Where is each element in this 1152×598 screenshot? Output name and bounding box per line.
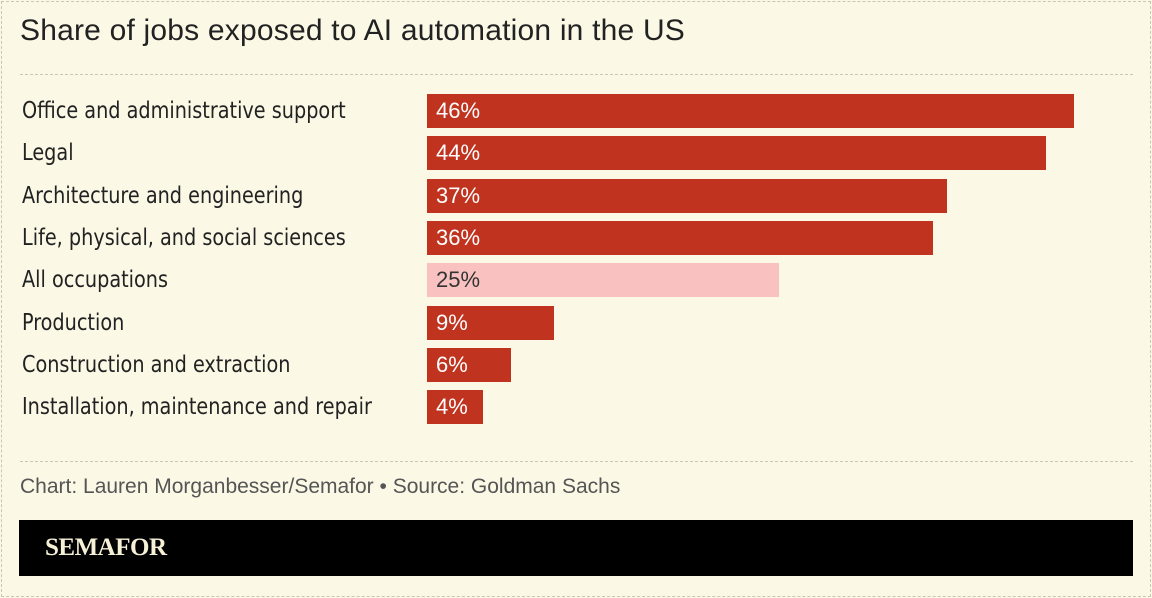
- data-label: 44%: [436, 140, 481, 166]
- data-label: 36%: [436, 224, 481, 250]
- divider: [20, 74, 1133, 75]
- brand-banner: SEMAFOR: [19, 520, 1133, 576]
- category-label: Architecture and engineering: [22, 182, 304, 209]
- data-label: 37%: [436, 182, 481, 208]
- category-label: Life, physical, and social sciences: [22, 224, 346, 251]
- data-label: 6%: [436, 351, 468, 377]
- bar: [427, 94, 1074, 128]
- bar: [427, 305, 554, 340]
- category-label: Installation, maintenance and repair: [22, 394, 372, 421]
- category-label: Legal: [22, 140, 74, 167]
- bar: [427, 178, 948, 213]
- bar: [427, 263, 779, 298]
- data-label: 25%: [436, 267, 481, 293]
- data-label: 9%: [436, 309, 468, 335]
- chart-title: Share of jobs exposed to AI automation i…: [20, 14, 686, 47]
- category-label: Production: [22, 309, 125, 336]
- bar: [427, 347, 512, 382]
- bar: [427, 220, 934, 255]
- divider: [20, 461, 1133, 462]
- data-label: 4%: [436, 394, 468, 420]
- bar: [427, 390, 484, 425]
- data-label: 46%: [436, 98, 481, 123]
- credit-line: Chart: Lauren Morganbesser/Semafor • Sou…: [20, 475, 621, 498]
- semafor-logo: SEMAFOR: [45, 534, 167, 561]
- bar: [427, 136, 1046, 171]
- category-label: Construction and extraction: [22, 351, 291, 378]
- category-label: All occupations: [22, 267, 168, 294]
- category-label: Office and administrative support: [22, 98, 346, 124]
